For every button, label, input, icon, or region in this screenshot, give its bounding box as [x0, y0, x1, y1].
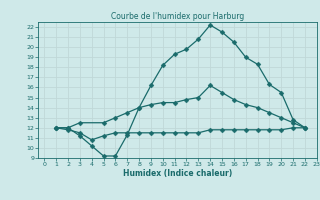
Title: Courbe de l'humidex pour Harburg: Courbe de l'humidex pour Harburg	[111, 12, 244, 21]
X-axis label: Humidex (Indice chaleur): Humidex (Indice chaleur)	[123, 169, 232, 178]
